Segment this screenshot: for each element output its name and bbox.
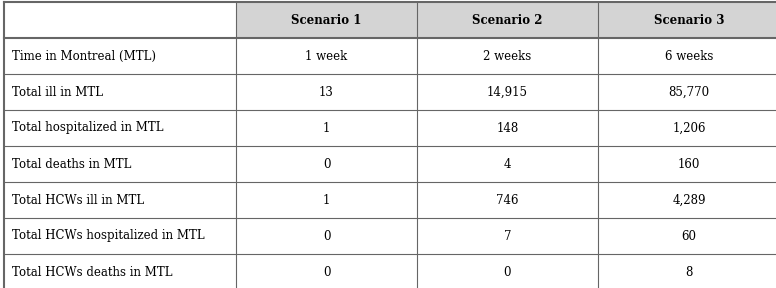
Text: 13: 13	[319, 86, 334, 98]
Text: Total ill in MTL: Total ill in MTL	[12, 86, 103, 98]
Text: Total deaths in MTL: Total deaths in MTL	[12, 158, 131, 170]
Text: Total HCWs hospitalized in MTL: Total HCWs hospitalized in MTL	[12, 230, 205, 242]
Bar	[417, 254, 598, 288]
Text: Total HCWs deaths in MTL: Total HCWs deaths in MTL	[12, 266, 172, 278]
Bar	[417, 74, 598, 110]
Text: 8: 8	[685, 266, 693, 278]
Text: Scenario 1: Scenario 1	[291, 14, 362, 26]
Bar	[417, 2, 598, 38]
Text: 1,206: 1,206	[672, 122, 705, 134]
Text: 0: 0	[323, 158, 331, 170]
Bar	[417, 110, 598, 146]
Bar	[236, 182, 417, 218]
Bar	[236, 110, 417, 146]
Bar	[236, 218, 417, 254]
Bar	[417, 38, 598, 74]
Text: 85,770: 85,770	[668, 86, 709, 98]
Bar	[4, 254, 236, 288]
Text: 0: 0	[323, 266, 331, 278]
Bar	[4, 2, 236, 38]
Bar	[4, 74, 236, 110]
Text: 746: 746	[496, 194, 518, 206]
Text: 160: 160	[677, 158, 700, 170]
Bar	[4, 110, 236, 146]
Bar	[236, 38, 417, 74]
Text: 1: 1	[323, 194, 330, 206]
Bar	[598, 146, 776, 182]
Text: 2 weeks: 2 weeks	[483, 50, 532, 62]
Bar	[236, 2, 417, 38]
Text: Scenario 3: Scenario 3	[653, 14, 724, 26]
Text: Time in Montreal (MTL): Time in Montreal (MTL)	[12, 50, 156, 62]
Bar	[598, 2, 776, 38]
Text: Scenario 2: Scenario 2	[473, 14, 542, 26]
Bar	[4, 38, 236, 74]
Bar	[4, 146, 236, 182]
Bar	[417, 182, 598, 218]
Bar	[598, 74, 776, 110]
Bar	[236, 254, 417, 288]
Bar	[598, 182, 776, 218]
Text: Total hospitalized in MTL: Total hospitalized in MTL	[12, 122, 164, 134]
Text: 0: 0	[323, 230, 331, 242]
Text: 1: 1	[323, 122, 330, 134]
Bar	[598, 218, 776, 254]
Bar	[417, 218, 598, 254]
Text: 6 weeks: 6 weeks	[665, 50, 713, 62]
Bar	[236, 74, 417, 110]
Bar	[417, 146, 598, 182]
Text: 60: 60	[681, 230, 697, 242]
Text: 7: 7	[504, 230, 511, 242]
Bar	[4, 182, 236, 218]
Text: 4: 4	[504, 158, 511, 170]
Bar	[598, 110, 776, 146]
Text: 1 week: 1 week	[306, 50, 348, 62]
Text: Total HCWs ill in MTL: Total HCWs ill in MTL	[12, 194, 144, 206]
Text: 4,289: 4,289	[672, 194, 705, 206]
Text: 148: 148	[497, 122, 518, 134]
Text: 14,915: 14,915	[487, 86, 528, 98]
Bar	[4, 218, 236, 254]
Bar	[236, 146, 417, 182]
Bar	[598, 38, 776, 74]
Text: 0: 0	[504, 266, 511, 278]
Bar	[598, 254, 776, 288]
